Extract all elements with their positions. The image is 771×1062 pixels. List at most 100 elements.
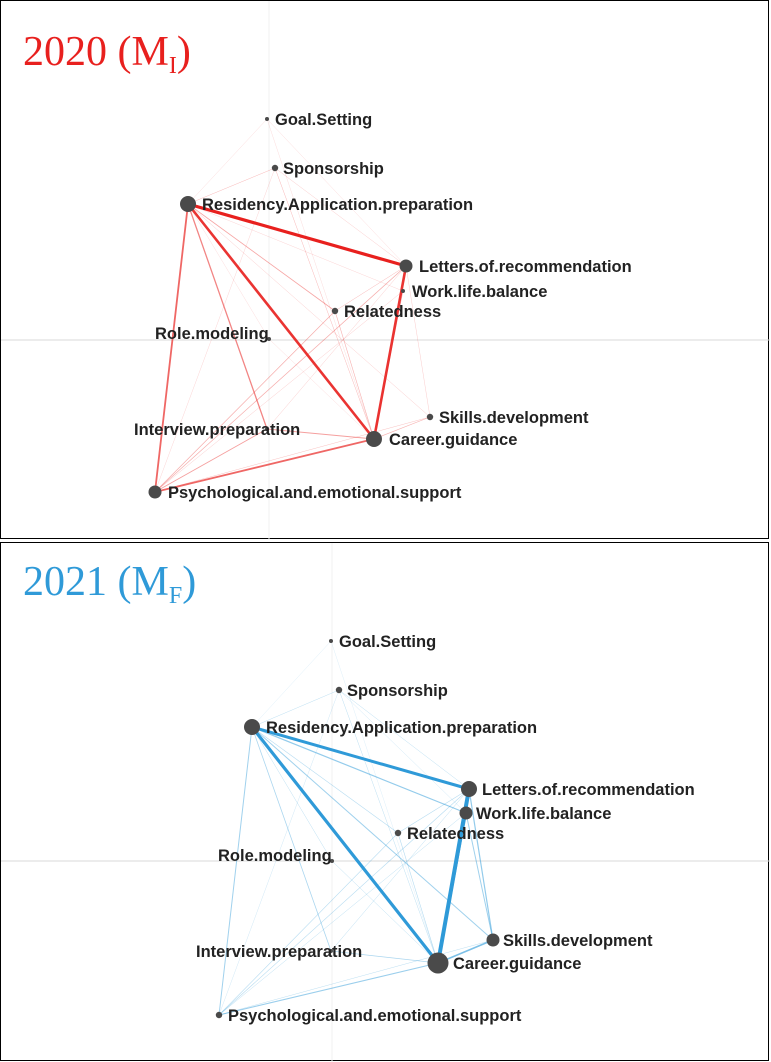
edge-psych-career xyxy=(218,962,439,1016)
network-graph-2021: Goal.Setting Sponsorship Residency.Applica… xyxy=(1,543,770,1062)
node-career xyxy=(427,952,449,974)
node-label-res: Residency.Application.preparation xyxy=(266,719,537,737)
node-psych xyxy=(215,1011,223,1019)
title-subscript: I xyxy=(168,53,177,79)
node-career xyxy=(366,431,382,447)
edge-psych-skills xyxy=(218,939,494,1016)
node-label-lor: Letters.of.recommendation xyxy=(419,258,632,276)
edge-spons-lor xyxy=(338,689,470,790)
edge-psych-interview xyxy=(154,428,268,493)
node-label-goal: Goal.Setting xyxy=(275,111,372,129)
edge-interview-lor xyxy=(266,265,407,430)
edge-lor-skills xyxy=(468,788,494,941)
node-label-career: Career.guidance xyxy=(453,955,581,973)
edge-goal-career xyxy=(330,640,439,964)
node-label-psych: Psychological.and.emotional.support xyxy=(228,1007,522,1025)
node-label-skills: Skills.development xyxy=(439,409,589,427)
edge-rel-lor xyxy=(397,788,470,834)
node-label-role: Role.modeling xyxy=(155,325,269,343)
edge-res-lor xyxy=(186,202,408,268)
edge-skills-career xyxy=(373,416,431,440)
edge-role-career xyxy=(268,338,375,440)
network-graph-2020: Goal.Setting Sponsorship Residency.Applica… xyxy=(1,1,770,540)
edge-skills-lor xyxy=(405,265,431,418)
node-rel xyxy=(394,829,402,837)
title-main: 2020 (M xyxy=(23,29,169,75)
edge-spons-career xyxy=(274,167,375,440)
node-label-goal: Goal.Setting xyxy=(339,633,436,651)
node-goal xyxy=(265,117,269,121)
network-panel-2021: 2021 (MF) Goal.Setting Sponsorship Residen… xyxy=(0,542,770,1062)
node-interview xyxy=(329,949,333,953)
edge-res-rel xyxy=(187,203,336,312)
edge-wlb-psych xyxy=(154,290,404,493)
nodes: Goal.Setting Sponsorship Residency.Applica… xyxy=(196,633,695,1025)
edge-res-psych xyxy=(154,203,189,493)
edge-res-interview xyxy=(187,203,268,430)
edge-goal-res xyxy=(251,640,332,728)
node-spons xyxy=(271,164,279,172)
node-label-interview: Interview.preparation xyxy=(134,421,300,439)
edge-psych-lor xyxy=(218,788,470,1016)
edge-spons-psych xyxy=(154,167,276,493)
node-label-skills: Skills.development xyxy=(503,932,653,950)
node-wlb xyxy=(459,806,473,820)
edge-psych-career xyxy=(154,438,375,493)
edge-wlb-career xyxy=(373,290,404,440)
edges xyxy=(218,640,494,1016)
edge-psych-wlb xyxy=(218,812,467,1016)
edge-spons-psych xyxy=(218,689,340,1016)
edge-res-skills xyxy=(251,726,494,941)
node-spons xyxy=(335,686,343,694)
node-lor xyxy=(461,781,477,797)
title-subscript: F xyxy=(168,583,183,609)
node-goal xyxy=(329,639,333,643)
node-interview xyxy=(265,427,269,431)
title-close: ) xyxy=(182,559,197,605)
node-role xyxy=(267,337,271,341)
node-wlb xyxy=(401,289,405,293)
node-role xyxy=(330,859,334,863)
crosshair-lines xyxy=(1,1,770,540)
edge-psych-rel xyxy=(218,832,399,1016)
edge-spons-wlb xyxy=(338,689,467,814)
edge-goal-career xyxy=(266,118,375,440)
edge-spons-res xyxy=(187,167,276,205)
edge-spons-res xyxy=(251,689,340,728)
node-label-interview: Interview.preparation xyxy=(196,943,362,961)
edge-role-career xyxy=(331,860,439,964)
edge-wlb-skills xyxy=(465,812,494,941)
edge-res-interview xyxy=(251,726,332,952)
node-skills xyxy=(486,933,500,947)
network-panel-2020: 2020 (MI) Goal.Setting Sponsorship Residen… xyxy=(0,0,770,540)
edge-skills-res xyxy=(187,203,431,418)
edge-psych-lor xyxy=(154,265,407,493)
edge-res-career xyxy=(250,725,440,965)
node-label-career: Career.guidance xyxy=(389,431,517,449)
edge-res-wlb xyxy=(251,726,467,814)
panel-title-2021: 2021 (MF) xyxy=(23,561,196,608)
node-res xyxy=(244,719,260,735)
edge-interview-lor xyxy=(330,788,470,952)
edge-wlb-res xyxy=(187,203,404,292)
node-label-spons: Sponsorship xyxy=(283,160,384,178)
node-label-wlb: Work.life.balance xyxy=(412,283,547,301)
edge-skills-psych xyxy=(154,416,431,493)
title-close: ) xyxy=(176,29,191,75)
node-skills xyxy=(426,413,434,421)
edge-interview-career xyxy=(330,950,439,964)
node-label-psych: Psychological.and.emotional.support xyxy=(168,484,462,502)
node-label-rel: Relatedness xyxy=(407,825,504,843)
node-label-role: Role.modeling xyxy=(218,847,332,865)
edge-res-rel xyxy=(251,726,399,834)
edge-goal-res xyxy=(187,118,268,205)
node-label-spons: Sponsorship xyxy=(347,682,448,700)
nodes: Goal.Setting Sponsorship Residency.Applica… xyxy=(134,111,632,502)
edge-goal-lor xyxy=(266,118,407,267)
edge-spons-lor xyxy=(274,167,407,267)
panel-title-2020: 2020 (MI) xyxy=(23,31,191,78)
title-main: 2021 (M xyxy=(23,559,169,605)
node-label-res: Residency.Application.preparation xyxy=(202,196,473,214)
edge-res-career xyxy=(186,202,376,441)
node-lor xyxy=(399,259,413,273)
